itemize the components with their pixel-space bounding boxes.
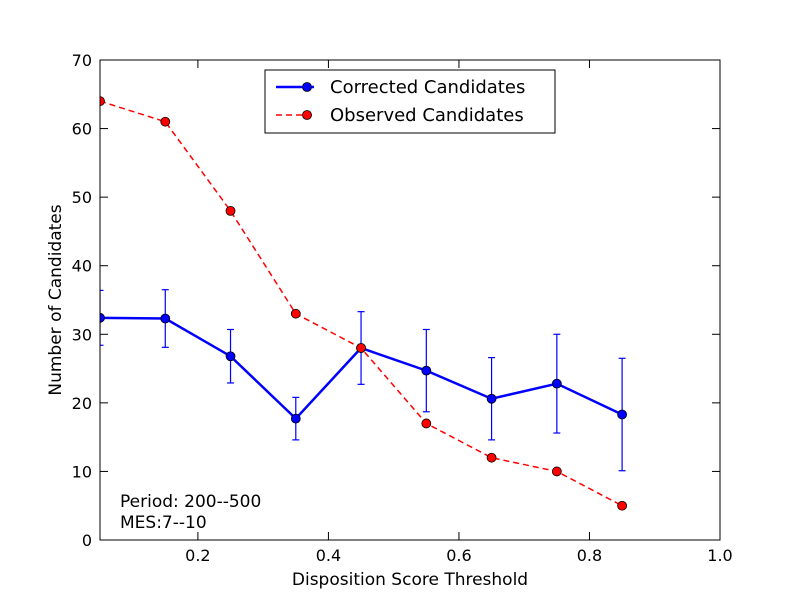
- x-tick-label: 0.6: [446, 546, 471, 565]
- observed-point: [356, 343, 366, 353]
- observed-point: [617, 500, 628, 511]
- legend-box: [264, 69, 556, 134]
- observed-point: [100, 96, 105, 107]
- x-tick-label: 1.0: [707, 546, 732, 565]
- corrected-point: [100, 312, 105, 323]
- x-tick-label: 0.2: [185, 546, 210, 565]
- y-tick-label: 60: [72, 120, 92, 139]
- x-axis-label: Disposition Score Threshold: [292, 570, 528, 590]
- observed-point: [225, 205, 236, 216]
- y-axis-label: Number of Candidates: [46, 204, 66, 395]
- legend-marker-observed: [302, 110, 312, 120]
- observed-point: [421, 418, 432, 429]
- corrected-point: [160, 313, 171, 324]
- y-tick-label: 20: [72, 394, 92, 413]
- y-tick-label: 0: [82, 531, 92, 550]
- observed-point: [551, 466, 562, 477]
- plot-data-layer: [100, 96, 628, 511]
- x-tick-label: 0.8: [577, 546, 602, 565]
- x-tick-label: 0.4: [316, 546, 341, 565]
- observed-point: [290, 308, 301, 319]
- legend-label-observed: Observed Candidates: [330, 105, 524, 126]
- legend: Corrected Candidates Observed Candidates: [264, 69, 556, 134]
- y-tick-label: 40: [72, 257, 92, 276]
- annotation-mes: MES:7--10: [120, 513, 207, 533]
- corrected-point: [486, 393, 497, 404]
- corrected-point: [225, 351, 236, 362]
- y-tick-label: 10: [72, 462, 92, 481]
- legend-label-corrected: Corrected Candidates: [330, 77, 525, 98]
- corrected-point: [421, 365, 432, 376]
- legend-marker-corrected: [302, 82, 312, 92]
- y-tick-label: 30: [72, 325, 92, 344]
- corrected-point: [617, 409, 628, 420]
- plot-frame: [99, 59, 721, 541]
- corrected-point: [551, 378, 562, 389]
- observed-point: [160, 116, 171, 127]
- y-tick-label: 70: [72, 51, 92, 70]
- y-tick-label: 50: [72, 188, 92, 207]
- observed-point: [486, 452, 497, 463]
- annotation-period: Period: 200--500: [120, 492, 261, 512]
- corrected-point: [290, 413, 301, 424]
- axes-layer: 0.2 0.4 0.6 0.8 1.0 0 10 20 30 40 50 60 70: [72, 51, 733, 565]
